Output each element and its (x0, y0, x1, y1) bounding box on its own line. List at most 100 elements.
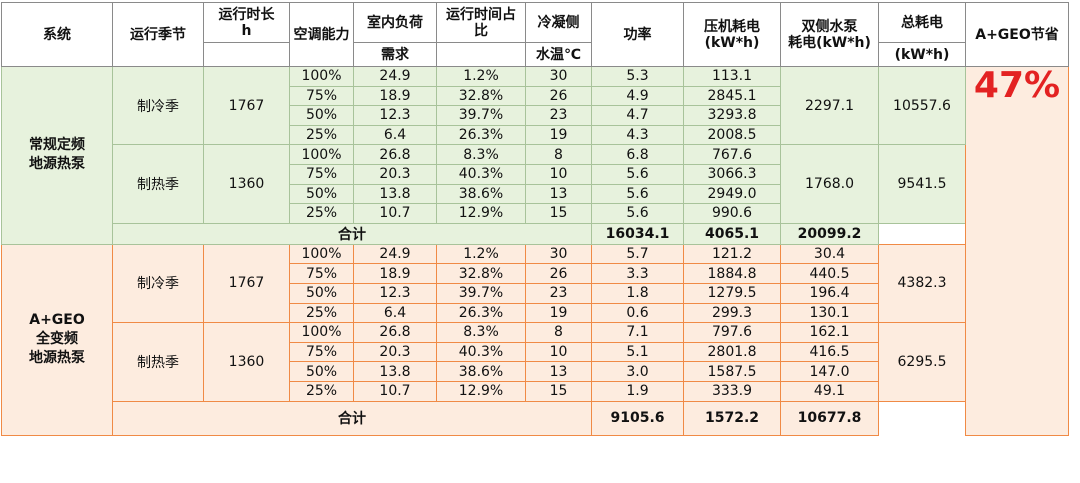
season-name: 制冷季 (112, 243, 204, 324)
power-value: 6.8 (591, 144, 684, 165)
water-temp-value: 10 (525, 163, 592, 185)
capacity-value: 100% (289, 322, 354, 343)
power-value: 7.1 (591, 322, 684, 343)
power-value: 3.3 (591, 263, 684, 284)
load-value: 13.8 (353, 183, 437, 205)
capacity-value: 75% (289, 85, 354, 107)
load-value: 26.8 (353, 144, 437, 165)
table-row: 50% 13.8 38.6% 13 3.0 1587.5 147.0 (2, 361, 1069, 382)
comp-energy-value: 767.6 (683, 144, 781, 165)
time-ratio-value: 40.3% (436, 163, 526, 185)
water-temp-value: 15 (525, 203, 592, 224)
time-ratio-value: 8.3% (436, 322, 526, 343)
load-value: 12.3 (353, 282, 437, 304)
table-row: 常规定频 地源热泵 制冷季 1767 100% 24.9 1.2% 30 5.3 113.1 229… (1, 65, 1069, 436)
total-energy-value: 9541.5 (878, 144, 966, 224)
power-value: 5.1 (591, 341, 684, 363)
time-ratio-value: 1.2% (436, 66, 526, 87)
power-value: 5.3 (591, 66, 684, 87)
total-energy-value: 4382.3 (878, 243, 966, 324)
load-value: 18.9 (353, 85, 437, 107)
sum-label: 合计 (112, 222, 592, 245)
capacity-value: 100% (289, 144, 354, 165)
header-hours-sub (203, 42, 290, 67)
table-row: 75% 18.9 32.8% 26 3.3 1884.8 440.5 (2, 263, 1069, 284)
comp-energy-value: 121.2 (683, 243, 781, 265)
sum-pump-energy: 4065.1 (683, 222, 781, 245)
water-temp-value: 30 (525, 243, 592, 265)
header-total-energy: 总耗电 (878, 2, 966, 43)
comp-energy-value: 113.1 (683, 66, 781, 87)
power-value: 4.3 (591, 124, 684, 146)
power-value: 3.0 (591, 361, 684, 382)
comp-energy-value: 3293.8 (683, 105, 781, 126)
load-value: 13.8 (353, 361, 437, 382)
water-temp-value: 8 (525, 322, 592, 343)
water-temp-value: 26 (525, 85, 592, 107)
time-ratio-value: 32.8% (436, 85, 526, 107)
run-hours: 1360 (203, 144, 290, 224)
power-value: 4.9 (591, 85, 684, 107)
load-value: 6.4 (353, 124, 437, 146)
time-ratio-value: 39.7% (436, 282, 526, 304)
capacity-value: 50% (289, 282, 354, 304)
run-hours: 1360 (203, 322, 290, 402)
header-cond-side: 冷凝侧 (525, 2, 592, 43)
header-water-temp: 水温℃ (525, 42, 592, 67)
table-row: 75% 20.3 40.3% 10 5.1 2801.8 416.5 (2, 341, 1069, 363)
sum-total-energy: 20099.2 (780, 222, 879, 245)
run-hours: 1767 (203, 65, 290, 146)
time-ratio-value: 12.9% (436, 203, 526, 224)
header-row-1: 系统 运行季节 运行时长 h 空调能力 室内负荷 运行时间占比 冷凝侧 功率 压机… (1, 2, 1069, 67)
power-value: 5.6 (591, 203, 684, 224)
sum-comp-energy: 16034.1 (591, 222, 684, 245)
time-ratio-value: 12.9% (436, 380, 526, 402)
header-capacity: 空调能力 (289, 2, 354, 67)
load-value: 12.3 (353, 105, 437, 126)
table-body: 常规定频 地源热泵 制冷季 1767 100% 24.9 1.2% 30 5.3 113.1 229… (1, 65, 1069, 436)
time-ratio-value: 26.3% (436, 302, 526, 324)
load-value: 24.9 (353, 66, 437, 87)
power-value: 4.7 (591, 105, 684, 126)
capacity-value: 75% (289, 341, 354, 363)
comp-energy-value: 990.6 (683, 203, 781, 224)
water-temp-value: 13 (525, 183, 592, 205)
table-row: 制热季 1360 100% 26.8 8.3% 8 6.8 767.6 1768.0 9541.5 (2, 144, 1069, 224)
table-row: A+GEO 全变频 地源热泵 制冷季 1767 100% 24.9 1.2% 30 5.7 121.… (1, 243, 1069, 436)
comp-energy-value: 797.6 (683, 322, 781, 343)
capacity-value: 50% (289, 105, 354, 126)
time-ratio-value: 26.3% (436, 124, 526, 146)
header-demand: 需求 (353, 42, 437, 67)
season-name: 制热季 (112, 144, 204, 224)
comp-energy-value: 2845.1 (683, 85, 781, 107)
pump-energy-value: 147.0 (780, 361, 879, 382)
system-name: A+GEO 全变频 地源热泵 (1, 243, 113, 436)
capacity-value: 75% (289, 163, 354, 185)
table-row: 50% 12.3 39.7% 23 1.8 1279.5 196.4 (2, 282, 1069, 304)
water-temp-value: 26 (525, 263, 592, 284)
pump-energy-value: 440.5 (780, 263, 879, 284)
capacity-value: 100% (289, 243, 354, 265)
power-value: 5.6 (591, 183, 684, 205)
sum-row: 合计 9105.6 1572.2 10677.8 (2, 400, 1069, 436)
pump-energy-value: 196.4 (780, 282, 879, 304)
saving-percent: 47% (973, 66, 1061, 106)
power-value: 1.8 (591, 282, 684, 304)
comp-energy-value: 2949.0 (683, 183, 781, 205)
time-ratio-value: 32.8% (436, 263, 526, 284)
load-value: 10.7 (353, 203, 437, 224)
total-energy-value: 10557.6 (878, 65, 966, 146)
season-name: 制冷季 (112, 65, 204, 146)
water-temp-value: 19 (525, 124, 592, 146)
time-ratio-value: 38.6% (436, 183, 526, 205)
load-value: 20.3 (353, 341, 437, 363)
load-value: 24.9 (353, 243, 437, 265)
pump-energy-value: 30.4 (780, 243, 879, 265)
header-hours: 运行时长 h (203, 2, 290, 43)
header-system: 系统 (1, 2, 113, 67)
load-value: 6.4 (353, 302, 437, 324)
water-temp-value: 30 (525, 66, 592, 87)
power-value: 5.6 (591, 163, 684, 185)
header-power: 功率 (591, 2, 684, 67)
load-value: 10.7 (353, 380, 437, 402)
